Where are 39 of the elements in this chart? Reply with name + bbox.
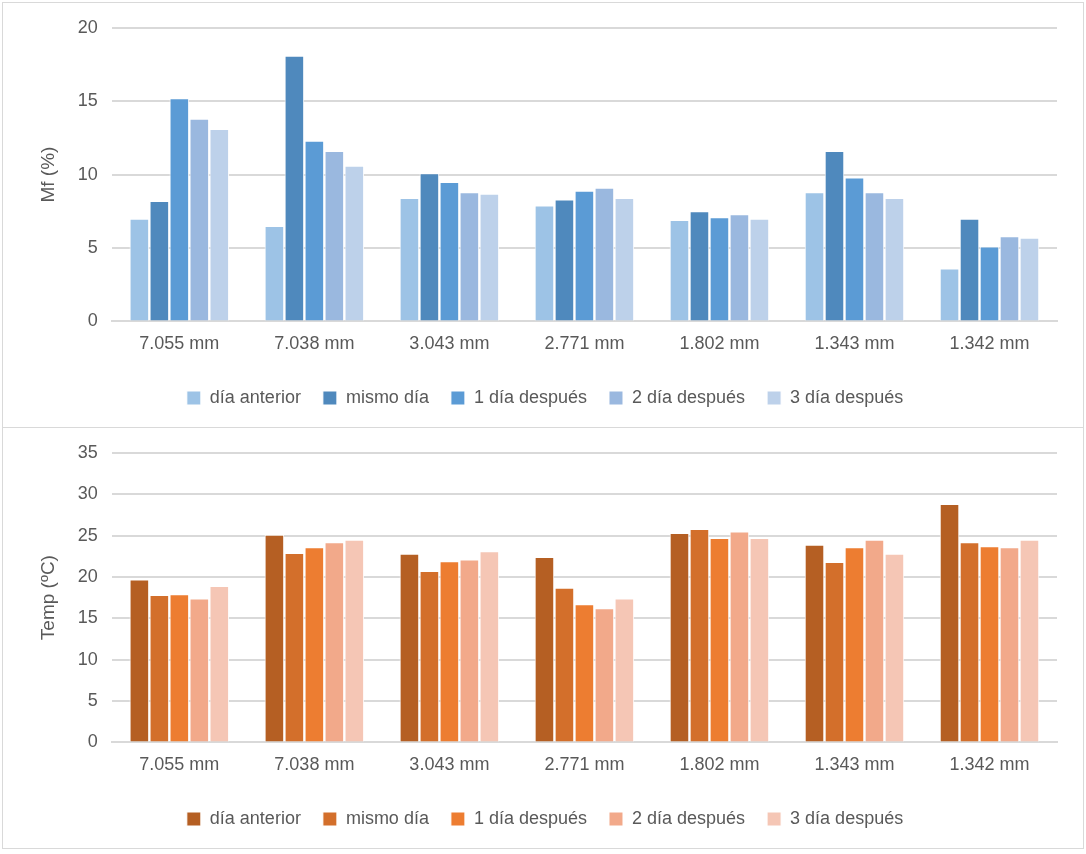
x-tick-label: 7.055 mm <box>139 333 220 354</box>
y-tick-label: 25 <box>77 524 98 545</box>
x-tick-label: 1.802 mm <box>679 333 760 354</box>
x-tick-label: 1.343 mm <box>814 333 895 354</box>
x-tick-label: 1.802 mm <box>679 754 760 775</box>
x-tick-label: 2.771 mm <box>544 754 625 775</box>
legend-label: 3 día después <box>790 807 904 828</box>
y-tick-label: 20 <box>77 16 98 37</box>
y-tick-label: 0 <box>87 310 98 331</box>
y-tick-label: 5 <box>87 690 98 710</box>
y-tick-label: 15 <box>77 90 98 111</box>
x-tick-label: 1.343 mm <box>814 754 895 775</box>
legend-label: 1 día después <box>473 386 587 407</box>
y-tick-label: 5 <box>87 236 98 257</box>
y-tick-label: 10 <box>77 648 98 669</box>
y-axis-title: Mf (%) <box>36 146 58 203</box>
legend-label: día anterior <box>209 386 301 407</box>
x-tick-label: 7.038 mm <box>274 333 355 354</box>
legend-label: día anterior <box>209 807 301 828</box>
y-tick-label: 30 <box>77 483 98 504</box>
x-tick-label: 7.055 mm <box>139 754 220 775</box>
legend-label: mismo día <box>345 807 430 828</box>
x-tick-label: 3.043 mm <box>409 333 490 354</box>
x-tick-label: 2.771 mm <box>544 333 625 354</box>
x-tick-label: 1.342 mm <box>949 333 1030 354</box>
y-tick-label: 15 <box>77 607 98 628</box>
y-tick-label: 10 <box>77 163 98 184</box>
legend-label: 3 día después <box>790 386 904 407</box>
x-tick-label: 7.038 mm <box>274 754 355 775</box>
y-axis-title: Temp (ºC) <box>36 555 58 641</box>
legend-label: 2 día después <box>631 386 746 407</box>
legend-label: mismo día <box>345 386 430 407</box>
x-tick-label: 1.342 mm <box>949 754 1030 775</box>
y-tick-label: 20 <box>77 565 98 586</box>
legend-label: 1 día después <box>473 807 587 828</box>
y-tick-label: 0 <box>87 731 98 752</box>
y-tick-label: 35 <box>77 441 98 462</box>
legend-label: 2 día después <box>631 807 746 828</box>
x-tick-label: 3.043 mm <box>409 754 490 775</box>
